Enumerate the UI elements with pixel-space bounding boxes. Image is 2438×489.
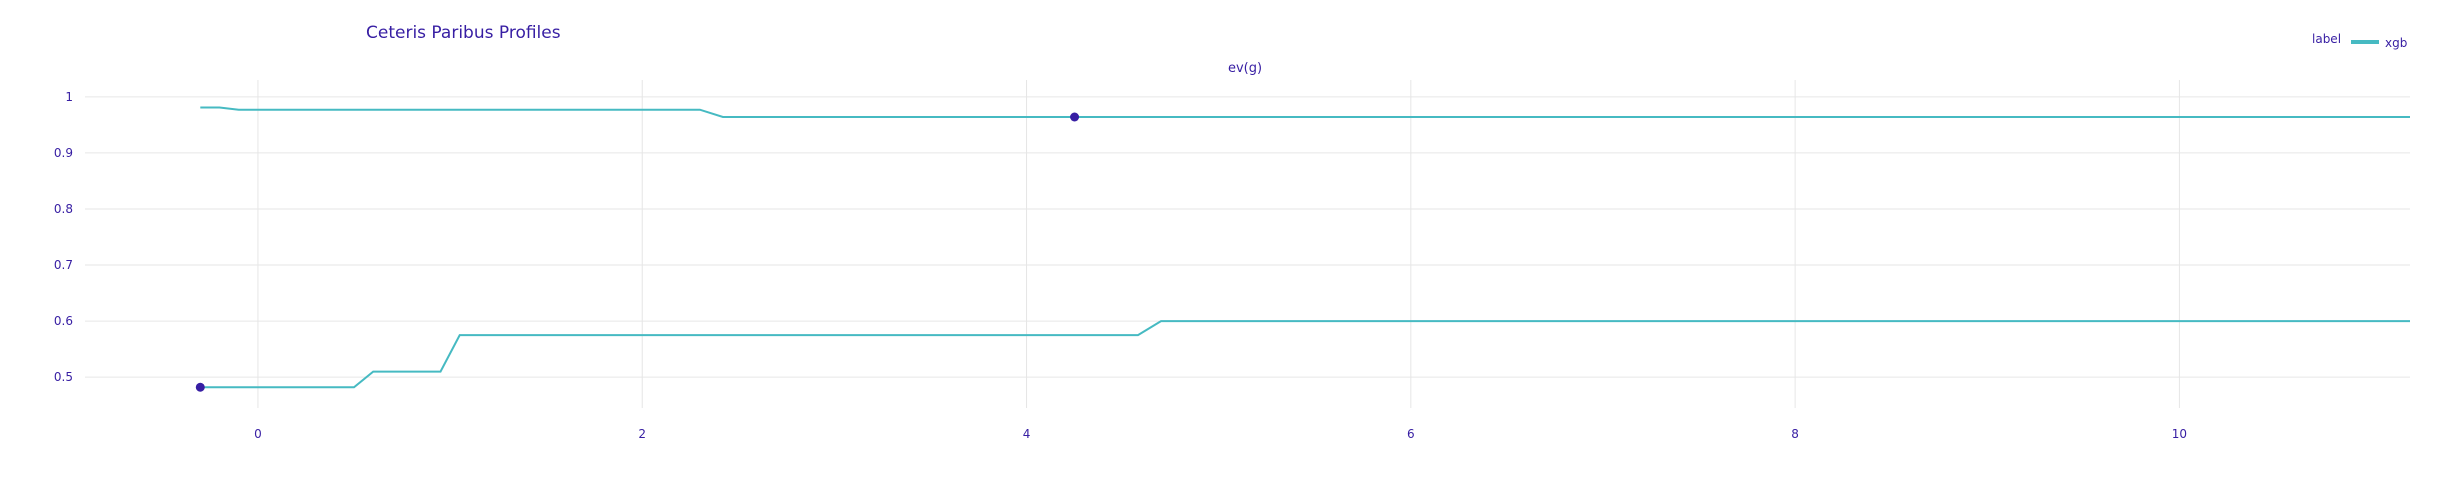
grid bbox=[85, 80, 2410, 408]
profile-line-2 bbox=[200, 320, 2410, 389]
observation-points bbox=[195, 112, 1080, 392]
axis-ticks: 0 2 4 6 8 10 0.5 0.6 0.7 0.8 0.9 1 bbox=[54, 90, 2187, 441]
x-tick-label: 4 bbox=[1023, 427, 1031, 441]
observation-point-1 bbox=[1070, 112, 1080, 122]
profile-lines bbox=[200, 106, 2410, 389]
x-tick-label: 10 bbox=[2172, 427, 2187, 441]
legend-entry-xgb: xgb bbox=[2385, 36, 2407, 50]
y-tick-label: 0.7 bbox=[54, 258, 73, 272]
y-tick-label: 0.8 bbox=[54, 202, 73, 216]
observation-point-2 bbox=[195, 382, 205, 392]
x-tick-label: 2 bbox=[638, 427, 646, 441]
legend-title: label bbox=[2312, 32, 2341, 46]
x-tick-label: 6 bbox=[1407, 427, 1415, 441]
y-tick-label: 0.6 bbox=[54, 314, 73, 328]
x-tick-label: 0 bbox=[254, 427, 262, 441]
profile-line-1 bbox=[200, 106, 2410, 118]
legend: label xgb bbox=[2312, 32, 2407, 50]
x-tick-label: 8 bbox=[1791, 427, 1799, 441]
panel-subtitle: ev(g) bbox=[1228, 61, 1262, 76]
chart-title: Ceteris Paribus Profiles bbox=[366, 23, 561, 43]
y-tick-label: 1 bbox=[65, 90, 73, 104]
y-tick-label: 0.5 bbox=[54, 370, 73, 384]
y-tick-label: 0.9 bbox=[54, 146, 73, 160]
